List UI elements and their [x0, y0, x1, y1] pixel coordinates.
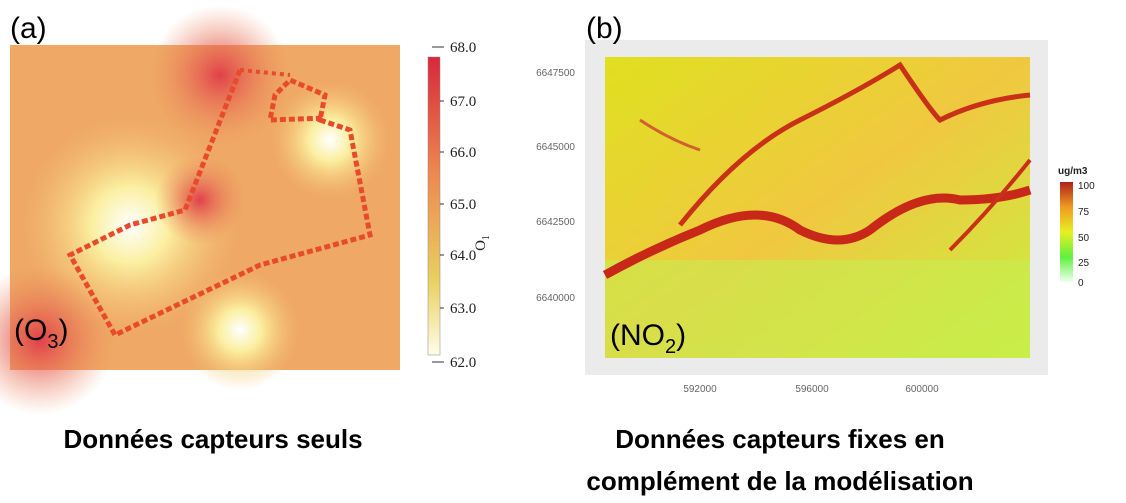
figure: 68.0 67.0 66.0 65.0 64.0 63.0 62.0 O1 (a… — [0, 0, 1126, 503]
map-b — [605, 57, 1030, 358]
x-tick-label: 600000 — [905, 384, 939, 395]
legend-title: ug/m3 — [1058, 166, 1088, 177]
y-tick-label: 6640000 — [536, 293, 575, 304]
colorbar-label: O1 — [473, 235, 492, 251]
y-tick-label: 6645000 — [536, 142, 575, 153]
colorbar-tick: 63.0 — [450, 301, 476, 317]
legend-tick: 50 — [1078, 233, 1090, 244]
legend-bar — [1060, 182, 1073, 282]
caption: Données capteurs fixes en — [615, 424, 944, 454]
colorbar-tick: 67.0 — [450, 94, 476, 110]
legend-tick: 0 — [1078, 278, 1084, 289]
x-tick-label: 592000 — [683, 384, 717, 395]
y-tick-label: 6642500 — [536, 217, 575, 228]
legend-tick: 25 — [1078, 258, 1090, 269]
x-tick-label: 596000 — [795, 384, 829, 395]
panel-label: (a) — [10, 12, 47, 45]
caption: complément de la modélisation — [586, 466, 973, 496]
legend-tick: 100 — [1078, 181, 1095, 192]
legend-tick: 75 — [1078, 207, 1090, 218]
colorbar-tick: 66.0 — [450, 145, 476, 161]
y-tick-label: 6647500 — [536, 68, 575, 79]
map-a — [0, 5, 400, 415]
colorbar-a — [428, 57, 440, 355]
colorbar-tick: 68.0 — [450, 40, 476, 56]
colorbar-tick: 62.0 — [450, 355, 476, 371]
panel-label: (b) — [586, 12, 623, 45]
caption: Données capteurs seuls — [63, 424, 362, 454]
colorbar-tick: 65.0 — [450, 197, 476, 213]
